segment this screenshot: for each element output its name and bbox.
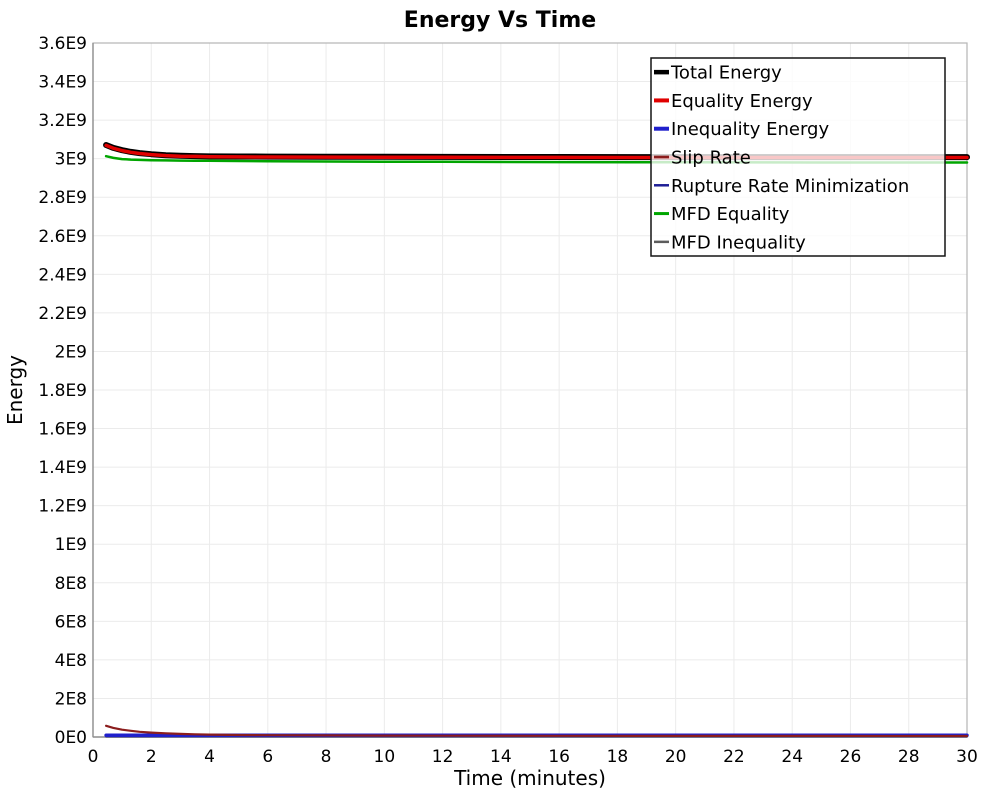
y-tick-label: 1.8E9	[38, 381, 87, 401]
y-tick-label: 1.4E9	[38, 458, 87, 478]
x-tick-label: 18	[607, 747, 629, 767]
series-line-equality-energy	[104, 143, 969, 160]
x-tick-label: 0	[88, 747, 99, 767]
x-tick-label: 24	[781, 747, 803, 767]
y-tick-label: 8E8	[55, 574, 87, 594]
legend-label-total-energy: Total Energy	[670, 63, 782, 84]
legend-box	[650, 57, 946, 257]
y-tick-label: 2E9	[55, 342, 87, 362]
y-tick-label: 0E0	[55, 728, 87, 748]
x-tick-label: 4	[204, 747, 215, 767]
x-tick-label: 20	[665, 747, 687, 767]
x-tick-label: 6	[262, 747, 273, 767]
legend-label-equality-energy: Equality Energy	[671, 91, 813, 112]
x-tick-label: 30	[956, 747, 978, 767]
x-tick-label: 28	[898, 747, 920, 767]
y-tick-label: 4E8	[55, 651, 87, 671]
x-tick-label: 16	[548, 747, 570, 767]
chart-title: Energy Vs Time	[404, 8, 596, 33]
x-tick-label: 2	[146, 747, 157, 767]
legend-label-mfd-equality: MFD Equality	[671, 204, 790, 225]
series-line-slip-rate	[104, 724, 969, 738]
legend-label-slip-rate: Slip Rate	[671, 148, 751, 169]
x-tick-label: 22	[723, 747, 745, 767]
y-axis-title: Energy	[3, 355, 27, 425]
series-line-mfd-equality	[104, 154, 969, 164]
legend-label-inequality-energy: Inequality Energy	[671, 119, 829, 140]
y-tick-label: 2.6E9	[38, 227, 87, 247]
y-tick-label: 2.2E9	[38, 304, 87, 324]
x-tick-label: 14	[490, 747, 512, 767]
x-tick-label: 8	[321, 747, 332, 767]
y-tick-label: 3.4E9	[38, 73, 87, 93]
y-tick-label: 1.6E9	[38, 420, 87, 440]
y-tick-label: 1.2E9	[38, 497, 87, 517]
y-tick-label: 3E9	[55, 150, 87, 170]
y-tick-label: 2.4E9	[38, 265, 87, 285]
x-tick-label: 10	[374, 747, 396, 767]
y-tick-label: 3.2E9	[38, 111, 87, 131]
y-tick-label: 1E9	[55, 535, 87, 555]
series-lines	[103, 142, 970, 738]
y-tick-label: 2.8E9	[38, 188, 87, 208]
x-tick-label: 26	[840, 747, 862, 767]
y-tick-label: 3.6E9	[38, 34, 87, 54]
legend: Total Energy Equality Energy Inequality En…	[650, 57, 946, 257]
y-tick-label: 6E8	[55, 612, 87, 632]
x-axis-title: Time (minutes)	[453, 766, 606, 790]
legend-label-rupture-rate-minimization: Rupture Rate Minimization	[671, 176, 909, 197]
y-tick-label: 2E8	[55, 689, 87, 709]
tick-labels: 0 2 4 6 8 10 12 14 16 18 20 22 24 26 28 300E02E84E86E88…	[38, 34, 977, 767]
legend-label-mfd-inequality: MFD Inequality	[671, 232, 806, 253]
x-tick-label: 12	[432, 747, 454, 767]
